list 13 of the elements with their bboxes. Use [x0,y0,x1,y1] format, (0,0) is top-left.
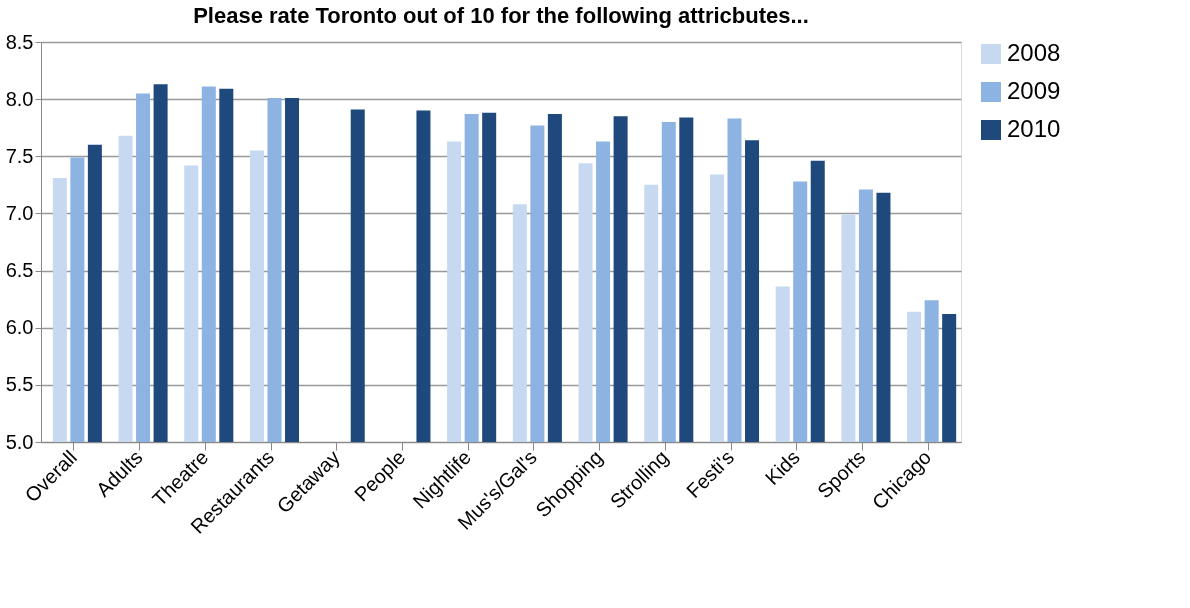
y-tick-label: 7.5 [5,144,34,167]
legend-label: 2010 [1007,115,1061,142]
y-tick-label: 8.5 [5,30,34,53]
y-tick-label: 5.0 [5,430,34,453]
legend-label: 2008 [1007,39,1061,66]
legend-label: 2009 [1007,77,1061,104]
y-tick-label: 5.5 [5,373,34,396]
y-tick-label: 8.0 [5,87,34,110]
y-tick-label: 6.0 [5,316,34,339]
chart-title: Please rate Toronto out of 10 for the following attricbutes... [193,3,809,28]
y-tick-label: 7.0 [5,201,34,224]
y-tick-label: 6.5 [5,259,34,282]
x-tick-label: Kids [760,446,804,490]
